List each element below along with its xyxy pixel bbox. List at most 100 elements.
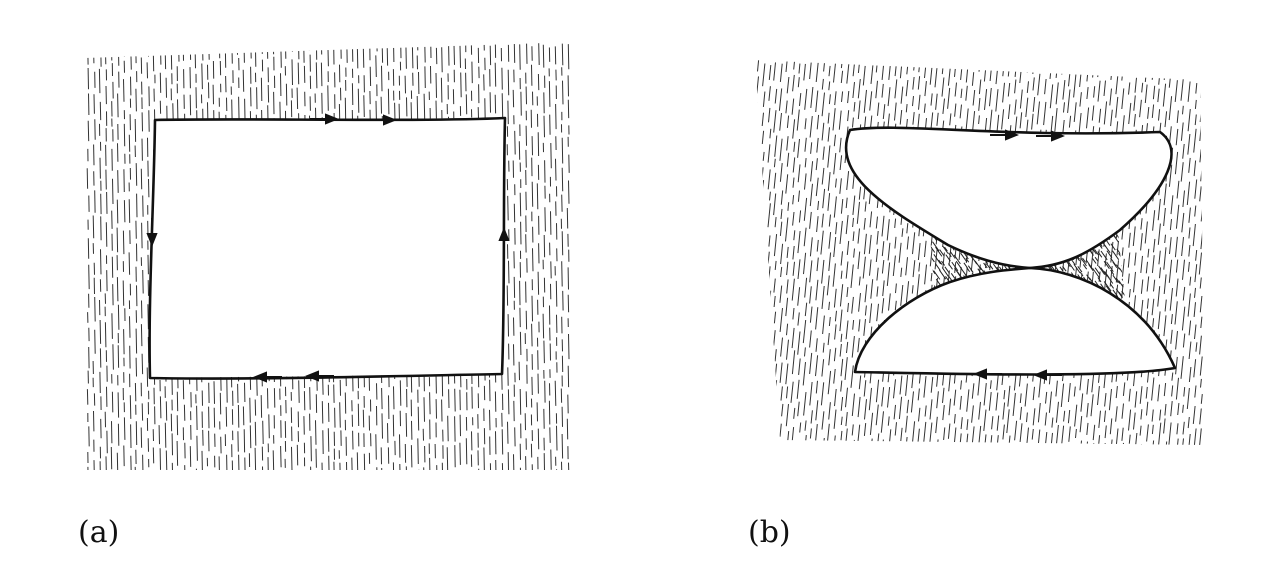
- hatch-stroke: [117, 93, 119, 118]
- hatch-stroke: [852, 82, 855, 99]
- hatch-stroke: [117, 170, 119, 193]
- hatch-stroke: [953, 254, 961, 265]
- hatch-stroke: [1104, 425, 1107, 439]
- hatch-stroke: [827, 145, 831, 168]
- hatch-stroke: [1092, 258, 1097, 264]
- hatch-stroke: [1109, 283, 1115, 289]
- hatch-stroke: [864, 284, 868, 303]
- hatch-stroke: [1147, 371, 1150, 383]
- hatch-stroke: [899, 60, 903, 79]
- hatch-stroke: [816, 257, 819, 272]
- hatch-stroke: [1168, 422, 1172, 445]
- hatch-stroke: [833, 435, 836, 445]
- hatch-stroke: [756, 164, 759, 180]
- hatch-stroke: [1189, 276, 1192, 286]
- hatch-stroke: [845, 215, 849, 235]
- hatch-stroke: [986, 263, 991, 269]
- hatch-stroke: [929, 399, 933, 420]
- hatch-stroke: [1182, 421, 1185, 435]
- hatch-stroke: [760, 265, 764, 288]
- hatch-stroke: [375, 100, 377, 126]
- hatch-stroke: [368, 337, 371, 364]
- hatch-stroke: [761, 292, 765, 307]
- hatch-stroke: [327, 331, 330, 356]
- hatch-stroke: [785, 297, 789, 317]
- hatch-stroke: [1019, 62, 1023, 84]
- hatch-stroke: [1043, 101, 1047, 126]
- hatch-stroke: [995, 392, 999, 411]
- hatch-stroke: [1121, 64, 1124, 81]
- hatch-stroke: [309, 242, 312, 266]
- hatch-stroke: [1063, 102, 1065, 113]
- hatch-stroke: [92, 215, 95, 239]
- hatch-stroke: [1188, 366, 1192, 383]
- hatch-stroke: [888, 61, 892, 80]
- hatch-stroke: [996, 415, 1000, 431]
- hatch-stroke: [424, 42, 426, 63]
- hatch-stroke: [933, 270, 941, 280]
- hatch-stroke: [833, 134, 836, 147]
- hatch-stroke: [924, 240, 927, 258]
- hatch-stroke: [894, 236, 897, 249]
- hatch-stroke: [881, 241, 885, 257]
- hatch-stroke: [835, 178, 837, 188]
- hatch-stroke: [839, 155, 843, 171]
- hatch-stroke: [769, 395, 772, 408]
- hatch-stroke: [792, 261, 795, 276]
- hatch-stroke: [116, 199, 119, 224]
- hatch-stroke: [1104, 244, 1111, 253]
- hatch-stroke: [881, 215, 885, 237]
- hatch-stroke: [238, 454, 240, 470]
- hatch-stroke: [243, 127, 246, 153]
- hatch-stroke: [815, 400, 819, 421]
- hatch-stroke: [755, 275, 759, 296]
- hatch-stroke: [1175, 377, 1179, 400]
- hatch-stroke: [111, 313, 113, 339]
- hatch-stroke: [773, 193, 777, 216]
- hatch-stroke: [1032, 96, 1036, 112]
- hatch-stroke: [984, 117, 988, 132]
- hatch-stroke: [949, 113, 952, 126]
- hatch-stroke: [256, 143, 258, 165]
- hatch-stroke: [454, 416, 456, 442]
- hatch-stroke: [934, 248, 938, 270]
- hatch-stroke: [1182, 404, 1184, 413]
- hatch-stroke: [519, 388, 522, 415]
- hatch-stroke: [1126, 288, 1129, 293]
- hatch-stroke: [1174, 151, 1179, 175]
- hatch-stroke: [201, 158, 204, 184]
- hatch-stroke: [441, 129, 444, 157]
- hatch-stroke: [1181, 237, 1184, 257]
- hatch-stroke: [923, 103, 926, 113]
- hatch-stroke: [1032, 386, 1035, 401]
- hatch-stroke: [857, 396, 861, 418]
- hatch-stroke: [827, 333, 830, 346]
- hatch-stroke: [972, 60, 975, 69]
- hatch-stroke: [804, 277, 808, 298]
- hatch-stroke: [141, 353, 144, 375]
- hatch-stroke: [1012, 392, 1016, 416]
- hatch-stroke: [273, 343, 275, 368]
- hatch-stroke: [381, 249, 383, 274]
- hatch-stroke: [1128, 232, 1131, 248]
- hatch-stroke: [797, 259, 801, 280]
- hatch-stroke: [798, 210, 802, 223]
- hatch-stroke: [809, 330, 812, 348]
- hatch-stroke: [135, 88, 137, 112]
- hatch-stroke: [796, 379, 800, 399]
- hatch-stroke: [381, 42, 384, 63]
- hatch-stroke: [846, 287, 849, 298]
- hatch-stroke: [1103, 80, 1106, 97]
- hatch-stroke: [773, 234, 778, 257]
- hatch-stroke: [459, 45, 461, 68]
- hatch-stroke: [1182, 333, 1186, 348]
- hatch-stroke: [1086, 87, 1089, 100]
- hatch-stroke: [804, 158, 807, 168]
- hatch-stroke: [809, 183, 813, 207]
- hatch-stroke: [1007, 82, 1011, 97]
- hatch-stroke: [887, 387, 891, 408]
- hatch-stroke: [995, 89, 999, 112]
- hatch-stroke: [1158, 109, 1161, 121]
- hatch-stroke: [369, 160, 371, 186]
- hatch-stroke: [1094, 267, 1101, 275]
